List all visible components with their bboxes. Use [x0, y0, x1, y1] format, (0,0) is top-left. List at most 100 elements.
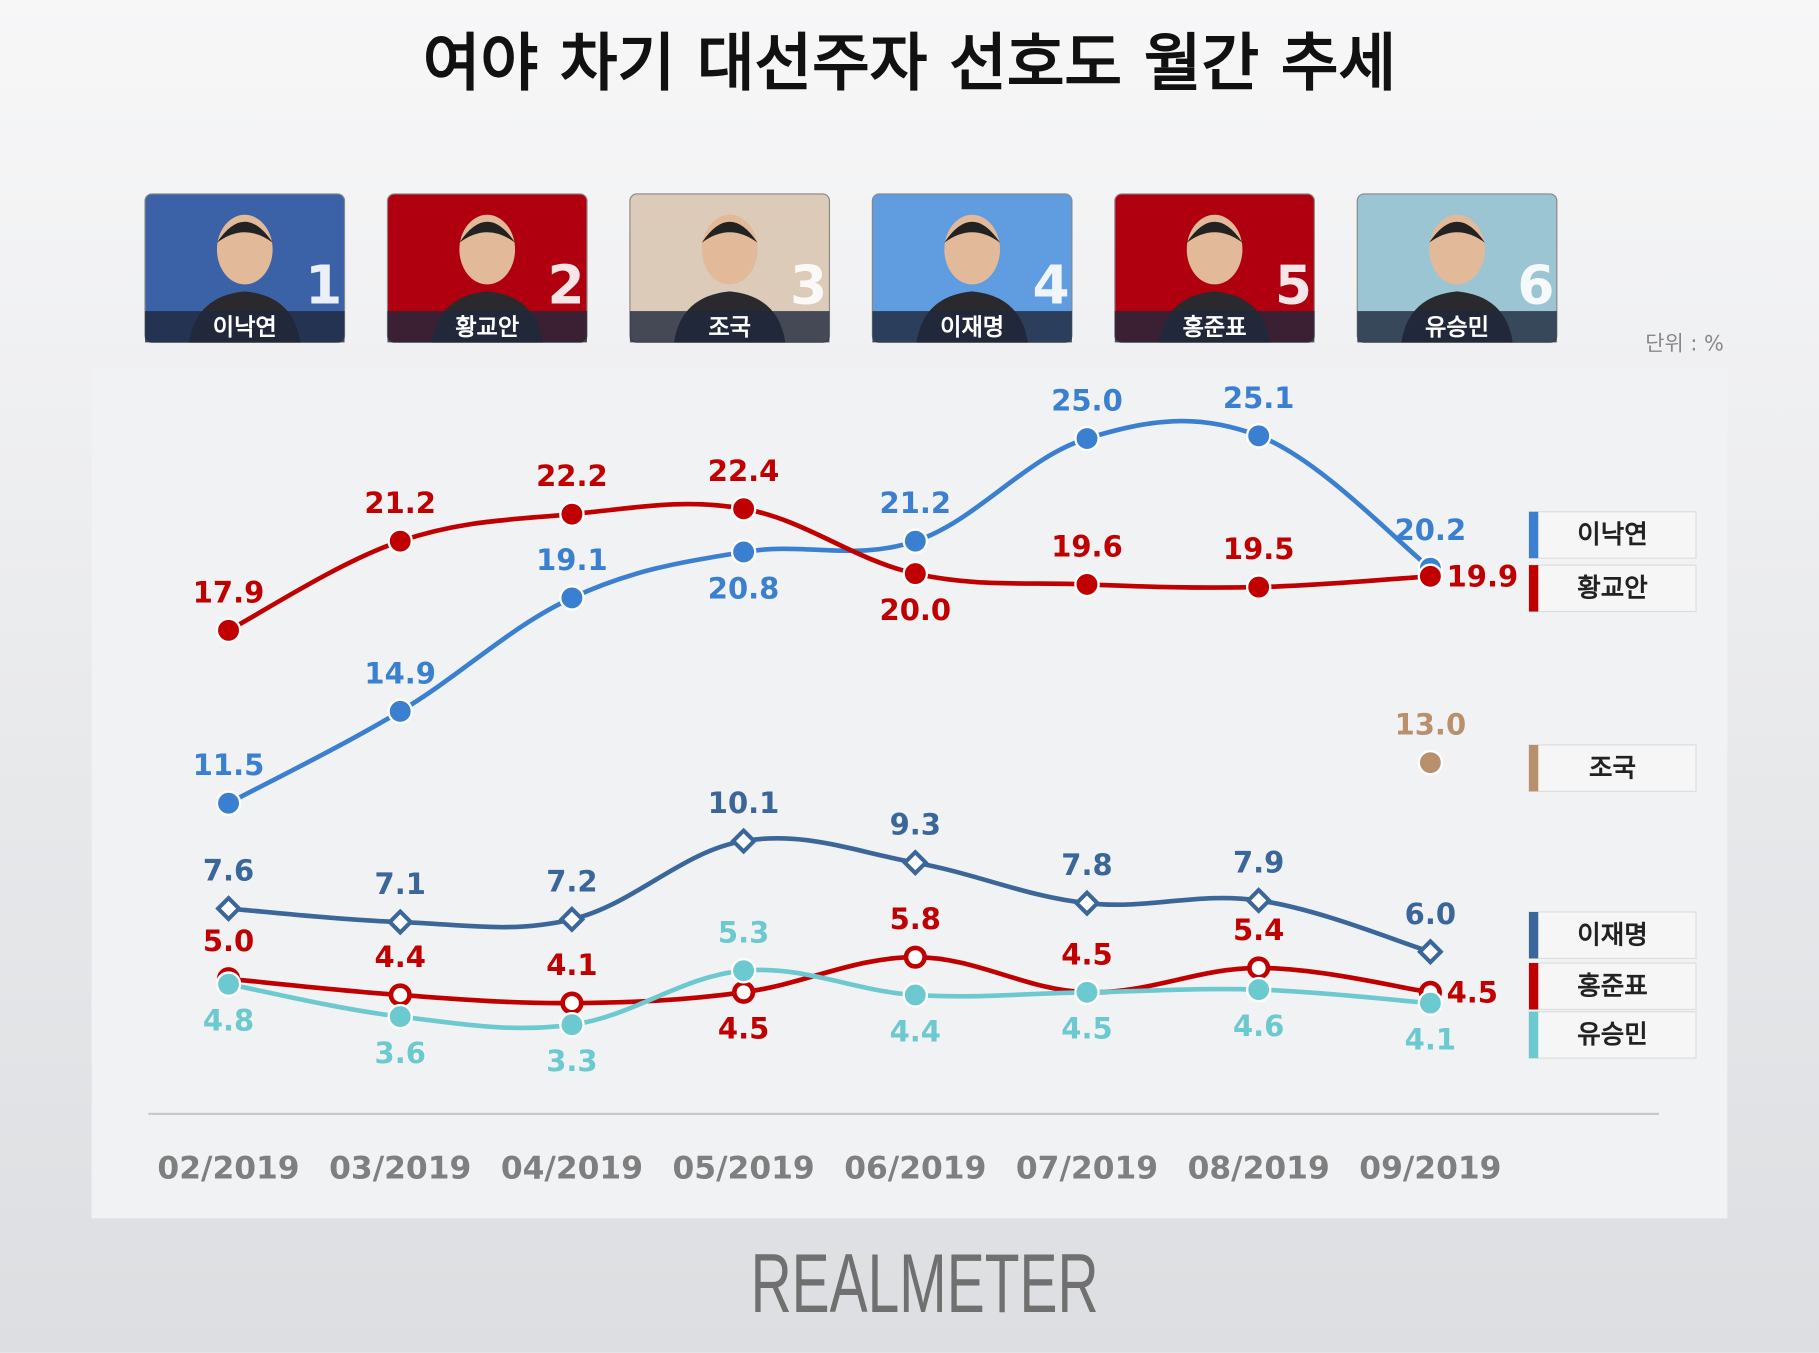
data-label: 4.5 [1061, 937, 1112, 971]
card-band [629, 311, 830, 343]
candidate-rank: 5 [1275, 254, 1312, 317]
legend-swatch [1528, 1011, 1539, 1059]
candidate-card: 이낙연 1 [144, 193, 346, 343]
x-tick-label: 04/2019 [501, 1151, 643, 1187]
data-label: 19.1 [536, 543, 608, 577]
legend-label: 이재명 [1577, 920, 1647, 950]
title: 여야 차기 대선주자 선호도 월간 추세 [423, 27, 1396, 100]
x-tick-label: 07/2019 [1016, 1151, 1158, 1187]
marker [903, 945, 927, 969]
portrait-hair [1186, 221, 1243, 243]
data-label: 7.8 [1061, 848, 1112, 882]
data-label: 4.1 [546, 948, 597, 982]
marker [387, 698, 413, 725]
data-label: 4.5 [1061, 1012, 1112, 1046]
series-line [227, 418, 1432, 806]
data-label: 4.5 [1447, 976, 1498, 1010]
candidate-name: 황교안 [455, 314, 519, 341]
candidate-card: 이재명 4 [871, 193, 1073, 343]
marker [1074, 571, 1100, 598]
legend-label: 이낙연 [1577, 520, 1647, 550]
marker [1074, 979, 1100, 1006]
data-label: 5.3 [718, 916, 769, 950]
data-label: 4.4 [375, 940, 426, 974]
marker [902, 560, 929, 587]
candidate-rank: 2 [548, 254, 585, 317]
data-label: 19.5 [1223, 532, 1295, 566]
unit: 단위 : % [1645, 332, 1724, 356]
x-tick-label: 08/2019 [1188, 1151, 1330, 1187]
legend-label: 황교안 [1577, 573, 1648, 603]
legend-swatch [1528, 963, 1539, 1010]
data-label: 11.5 [193, 748, 265, 782]
marker [1245, 574, 1272, 600]
data-label: 14.9 [364, 656, 436, 690]
candidate-card: 황교안 2 [386, 193, 588, 343]
marker [902, 528, 929, 554]
x-tick-label: 03/2019 [329, 1151, 471, 1187]
portrait-hair [1429, 221, 1485, 243]
series-line [228, 967, 1431, 1031]
data-label: 20.2 [1395, 513, 1467, 547]
marker [1247, 956, 1271, 980]
candidate-card: 유승민 6 [1356, 193, 1558, 343]
portrait-hair [459, 221, 516, 243]
card-band [872, 311, 1072, 343]
legend-box [1528, 744, 1697, 792]
data-label: 4.1 [1405, 1022, 1456, 1056]
marker [215, 971, 242, 997]
plot: 02/2019 03/2019 04/2019 05/2019 06/2019 07/20… [157, 381, 1697, 1187]
data-label: 7.1 [375, 867, 426, 901]
marker [1417, 563, 1444, 590]
data-label: 5.4 [1233, 913, 1284, 947]
candidate-name: 유승민 [1425, 314, 1489, 341]
x-tick-label: 05/2019 [673, 1151, 815, 1187]
marker [387, 1003, 413, 1030]
x-tick-label: 09/2019 [1359, 1151, 1501, 1187]
data-label: 9.3 [890, 808, 941, 842]
data-label: 22.4 [708, 454, 780, 488]
marker [559, 501, 585, 527]
card-band [387, 311, 587, 343]
marker [215, 790, 242, 816]
marker [386, 908, 414, 936]
portrait-hair [944, 221, 1000, 243]
data-label: 4.6 [1233, 1009, 1284, 1043]
card-band [1114, 311, 1315, 343]
marker [1245, 887, 1272, 914]
data-label: 21.2 [880, 486, 952, 520]
candidate-rank: 3 [790, 254, 827, 317]
candidate-cards: 이낙연 1 황교안 2 조국 3 이재명 4 홍준표 5 유승민 6 [144, 193, 1558, 343]
data-label: 4.8 [203, 1003, 254, 1037]
data-label: 20.0 [880, 593, 952, 627]
data-label: 3.3 [546, 1044, 597, 1078]
data-label: 13.0 [1395, 708, 1467, 742]
marker [387, 528, 413, 554]
card-band [145, 311, 345, 343]
x-tick-label: 06/2019 [844, 1151, 986, 1187]
data-label: 17.9 [193, 575, 265, 609]
candidate-name: 홍준표 [1183, 314, 1247, 341]
marker [215, 895, 242, 922]
marker [730, 957, 757, 984]
candidate-name: 조국 [708, 314, 751, 341]
legend-label: 유승민 [1577, 1020, 1647, 1050]
data-label: 19.6 [1051, 529, 1123, 563]
candidate-card: 홍준표 5 [1114, 193, 1315, 343]
portrait-hair [216, 221, 273, 243]
data-label: 7.2 [546, 864, 597, 898]
series-line [227, 501, 1431, 633]
data-label: 20.8 [708, 571, 780, 605]
marker [215, 617, 242, 644]
legend-box [1528, 911, 1697, 959]
data-label: 4.4 [890, 1014, 941, 1048]
marker [901, 849, 929, 876]
legend-box [1528, 962, 1697, 1011]
marker [730, 539, 757, 565]
data-label: 5.8 [890, 902, 941, 936]
data-label: 21.2 [364, 486, 436, 520]
marker [559, 1011, 585, 1038]
legend-label: 홍준표 [1577, 971, 1647, 1001]
data-label: 22.2 [536, 459, 608, 493]
